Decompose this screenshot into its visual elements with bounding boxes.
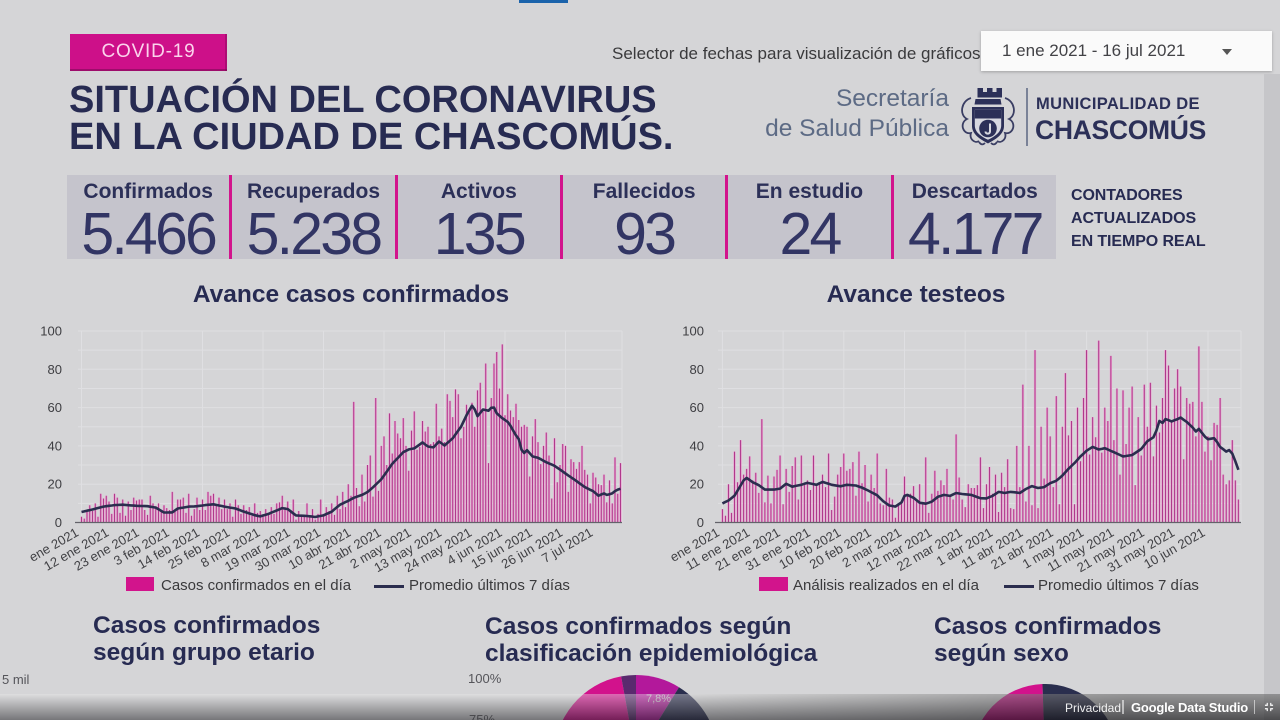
svg-text:80: 80	[48, 362, 62, 377]
svg-text:80: 80	[690, 362, 704, 377]
svg-text:60: 60	[690, 400, 704, 415]
svg-text:0: 0	[697, 515, 704, 530]
svg-text:40: 40	[48, 438, 62, 453]
svg-text:100: 100	[682, 324, 704, 339]
svg-text:0: 0	[55, 515, 62, 530]
svg-text:20: 20	[48, 477, 62, 492]
svg-text:40: 40	[690, 438, 704, 453]
svg-text:20: 20	[690, 477, 704, 492]
svg-text:100: 100	[40, 324, 62, 339]
svg-text:60: 60	[48, 400, 62, 415]
